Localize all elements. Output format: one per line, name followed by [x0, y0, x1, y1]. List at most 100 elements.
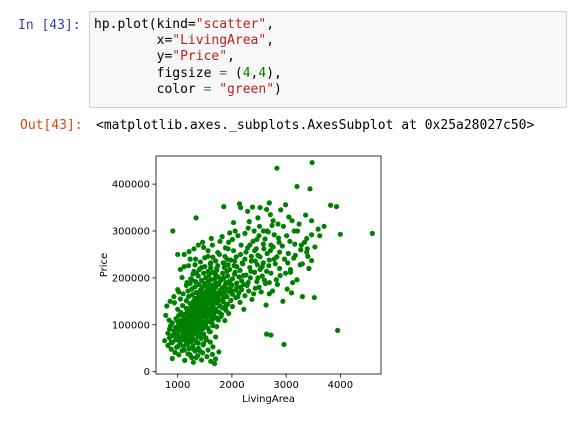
code-token: , [227, 49, 235, 65]
y-tick-label: 200000 [112, 273, 150, 284]
data-point [162, 338, 168, 344]
input-prompt: In [43]: [18, 18, 81, 33]
data-point [219, 311, 225, 318]
code-token: color [94, 81, 204, 97]
data-point [212, 270, 218, 276]
data-point [275, 221, 281, 227]
data-point [216, 251, 223, 258]
code-operator: = [219, 65, 228, 81]
data-point [264, 268, 270, 274]
data-point [185, 294, 192, 300]
data-point [233, 254, 239, 260]
data-point [271, 232, 277, 238]
data-point [222, 317, 228, 324]
data-point [287, 238, 293, 244]
data-point [183, 298, 189, 304]
data-point [201, 270, 207, 276]
data-point [245, 279, 251, 286]
data-point [198, 264, 205, 271]
data-point [289, 218, 295, 224]
data-point [206, 328, 212, 334]
code-token: hp.plot(kind= [94, 17, 196, 32]
data-point [229, 303, 236, 310]
data-point [185, 288, 191, 294]
data-point [237, 251, 244, 258]
data-point [231, 263, 237, 269]
data-point [197, 348, 203, 354]
code-token: , [266, 17, 275, 32]
data-point [255, 215, 261, 221]
data-point [235, 294, 241, 300]
data-point [333, 204, 340, 210]
data-point [208, 235, 214, 242]
data-point [217, 238, 223, 244]
data-point [286, 214, 292, 220]
y-axis-label: Price [99, 253, 110, 277]
data-point [189, 277, 195, 283]
data-point [287, 266, 294, 273]
data-point [175, 343, 181, 349]
data-point [208, 358, 214, 364]
data-point [280, 298, 286, 304]
data-point [311, 294, 317, 301]
data-point [234, 280, 240, 286]
data-point [223, 303, 229, 309]
data-point [264, 331, 270, 337]
data-point [209, 300, 215, 306]
data-point [205, 306, 211, 312]
output-prompt: Out[43]: [20, 118, 83, 133]
data-point [178, 337, 184, 343]
data-point [277, 272, 283, 279]
data-point [246, 288, 252, 294]
code-line-3: y="Price", [94, 49, 235, 64]
code-cell-input[interactable]: hp.plot(kind="scatter", x="LivingArea", … [89, 11, 567, 108]
code-token: , [266, 33, 275, 49]
data-point [250, 291, 257, 297]
data-point [261, 277, 268, 283]
code-operator: = [203, 81, 212, 97]
data-point [227, 280, 233, 287]
points-layer [162, 159, 375, 367]
data-point [196, 332, 202, 338]
x-tick-label: 3000 [273, 380, 298, 391]
data-point [203, 275, 209, 281]
data-point [205, 253, 211, 259]
data-point [229, 236, 236, 243]
data-point [268, 242, 274, 248]
code-line-4: figsize = (4,4), [94, 66, 282, 81]
data-point [196, 281, 202, 288]
data-point [185, 263, 192, 269]
data-point [224, 268, 230, 274]
data-point [200, 239, 206, 245]
data-point [309, 232, 315, 238]
data-point [257, 204, 263, 211]
data-point [193, 354, 199, 361]
data-point [175, 306, 181, 312]
data-point [282, 202, 289, 208]
data-point [335, 327, 341, 333]
data-point [245, 208, 251, 214]
data-point [232, 258, 238, 264]
data-point [238, 242, 244, 248]
data-point [203, 319, 209, 326]
data-point [253, 246, 259, 252]
data-point [216, 349, 222, 355]
data-point [239, 260, 245, 266]
data-point [227, 230, 233, 236]
data-point [224, 256, 230, 262]
data-point [211, 361, 218, 367]
data-point [166, 317, 172, 323]
code-editor[interactable]: hp.plot(kind="scatter", x="LivingArea", … [94, 17, 282, 98]
data-point [284, 286, 290, 292]
data-point [179, 274, 185, 281]
data-point [230, 219, 237, 226]
data-point [246, 219, 252, 225]
data-point [189, 303, 195, 309]
data-point [294, 277, 300, 283]
data-point [298, 242, 304, 248]
code-number: 4 [242, 65, 251, 81]
data-point [190, 327, 196, 333]
data-point [234, 284, 240, 290]
data-point [181, 347, 187, 353]
data-point [232, 269, 238, 275]
